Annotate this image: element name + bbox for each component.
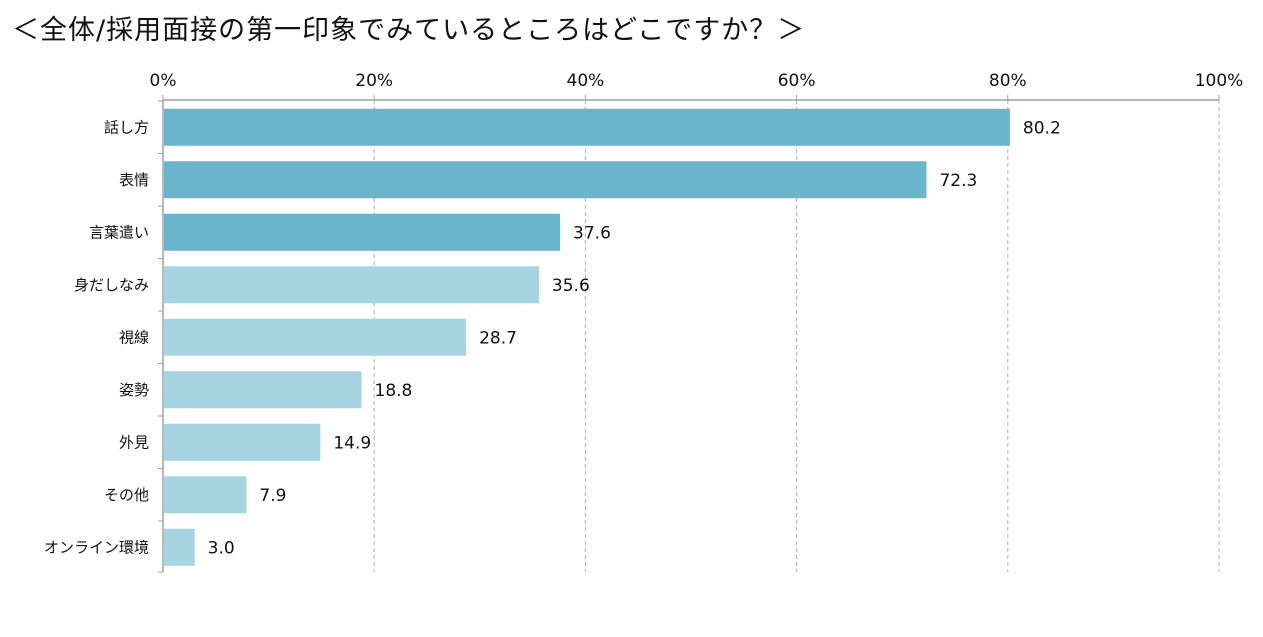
- value-label: 7.9: [259, 486, 286, 506]
- value-labels: 80.2 72.3 37.6 35.6 28.7 18.8 14.9 7.9 3.0: [208, 118, 1061, 558]
- category-label: 姿勢: [119, 381, 149, 399]
- bar: [164, 318, 467, 356]
- value-label: 28.7: [479, 328, 517, 348]
- value-label: 14.9: [333, 433, 371, 453]
- axes: [158, 95, 1220, 573]
- category-label: 表情: [119, 171, 149, 189]
- value-label: 35.6: [552, 276, 590, 296]
- bar: [164, 266, 539, 304]
- bar: [164, 108, 1010, 146]
- bar: [164, 213, 561, 251]
- category-label: 言葉遣い: [89, 223, 149, 241]
- value-label: 72.3: [939, 171, 977, 191]
- bar: [164, 371, 362, 409]
- x-tick-label: 0%: [150, 71, 177, 91]
- category-label: その他: [104, 486, 149, 504]
- bar: [164, 423, 321, 461]
- value-label: 18.8: [375, 381, 413, 401]
- x-tick-label: 20%: [355, 71, 393, 91]
- x-tick-label: 60%: [778, 71, 816, 91]
- bar: [164, 476, 247, 514]
- value-label: 37.6: [573, 223, 611, 243]
- chart-title: ＜全体/採用面接の第一印象でみているところはどこですか？＞: [12, 15, 806, 46]
- category-label: 視線: [119, 328, 149, 346]
- bar: [164, 528, 195, 566]
- category-label: 身だしなみ: [74, 276, 149, 294]
- x-tick-label: 40%: [567, 71, 605, 91]
- x-tick-label: 100%: [1195, 71, 1244, 91]
- x-axis-ticks: 0% 20% 40% 60% 80% 100%: [150, 71, 1244, 91]
- value-label: 3.0: [208, 538, 235, 558]
- value-label: 80.2: [1023, 118, 1061, 138]
- bars: [164, 108, 1010, 566]
- category-label: オンライン環境: [44, 538, 149, 556]
- category-label: 外見: [119, 433, 149, 451]
- bar: [164, 161, 927, 199]
- category-label: 話し方: [104, 118, 149, 136]
- x-tick-label: 80%: [989, 71, 1027, 91]
